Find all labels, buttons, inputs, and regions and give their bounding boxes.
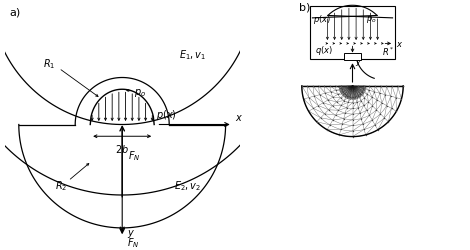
Text: b): b) — [299, 2, 311, 12]
Text: $R^*$: $R^*$ — [383, 46, 395, 58]
Bar — [310, 7, 395, 60]
Text: $2b$: $2b$ — [115, 142, 129, 154]
Text: $x$: $x$ — [396, 40, 403, 49]
Text: $y$: $y$ — [127, 227, 135, 239]
Text: $y$: $y$ — [355, 57, 362, 68]
Text: $p(x)$: $p(x)$ — [156, 108, 177, 122]
Text: $p_o$: $p_o$ — [366, 14, 376, 25]
Text: $q(x)$: $q(x)$ — [315, 44, 333, 57]
Text: $R_2$: $R_2$ — [55, 179, 67, 193]
Text: $p_o$: $p_o$ — [134, 86, 146, 98]
Text: $x$: $x$ — [235, 113, 243, 123]
Text: $R_1$: $R_1$ — [43, 57, 55, 71]
Bar — [344, 54, 361, 61]
Text: $p(x)$: $p(x)$ — [313, 13, 331, 26]
Text: $E_1, v_1$: $E_1, v_1$ — [179, 48, 206, 62]
Text: $F_N$: $F_N$ — [128, 148, 141, 162]
Text: $F_N$: $F_N$ — [127, 235, 140, 249]
Text: $E_2, v_2$: $E_2, v_2$ — [174, 179, 201, 193]
Text: a): a) — [9, 8, 21, 18]
